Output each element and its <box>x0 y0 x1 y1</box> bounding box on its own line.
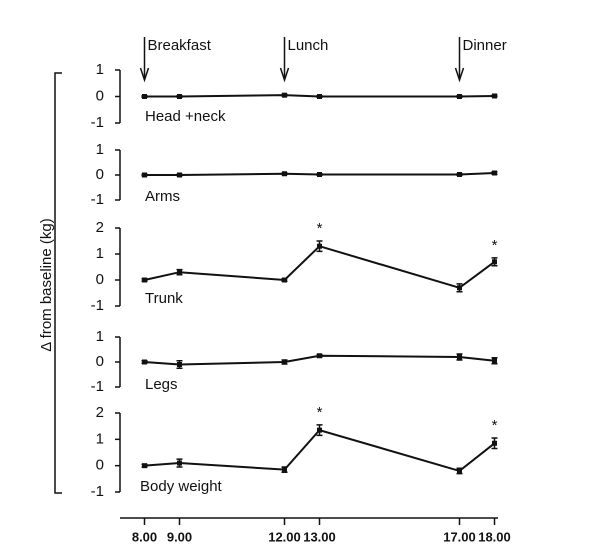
x-tick-label: 13.00 <box>303 529 336 544</box>
y-tick-label: 0 <box>96 457 104 474</box>
y-tick-label: 0 <box>96 166 104 183</box>
point <box>492 358 497 364</box>
event-arrow <box>454 67 465 83</box>
point <box>492 93 497 99</box>
point <box>142 277 147 283</box>
significance-star: * <box>492 417 498 434</box>
y-tick-label: 1 <box>96 141 104 158</box>
y-tick-label: -1 <box>91 378 104 395</box>
y-tick-label: -1 <box>91 191 104 208</box>
series-line <box>144 172 495 176</box>
point <box>282 171 287 177</box>
point <box>282 277 287 283</box>
point <box>457 354 462 360</box>
panel-label: Arms <box>145 188 180 205</box>
series-line <box>144 354 495 366</box>
y-tick-label: 2 <box>96 219 104 236</box>
panel-label: Legs <box>145 376 178 393</box>
point <box>282 467 287 473</box>
event-label: Lunch <box>288 37 329 54</box>
panel-label: Head +neck <box>145 108 226 125</box>
event-label: Dinner <box>463 37 507 54</box>
point <box>457 94 462 99</box>
point <box>282 92 287 98</box>
y-tick-label: 1 <box>96 430 104 447</box>
point <box>317 427 322 433</box>
point <box>317 94 322 99</box>
x-tick-label: 18.00 <box>478 529 511 544</box>
y-tick-label: -1 <box>91 114 104 131</box>
y-tick-label: -1 <box>91 297 104 314</box>
series-line <box>144 94 495 98</box>
y-tick-label: 0 <box>96 353 104 370</box>
panel-label: Trunk <box>145 290 183 307</box>
event-arrow <box>279 67 290 83</box>
point <box>317 353 322 359</box>
y-tick-label: 0 <box>96 87 104 104</box>
x-tick-label: 8.00 <box>132 529 157 544</box>
y-tick-label: 0 <box>96 271 104 288</box>
point <box>492 440 497 446</box>
point <box>177 269 182 275</box>
series-line <box>144 245 496 289</box>
point <box>177 460 182 466</box>
significance-star: * <box>317 220 323 237</box>
x-tick-label: 17.00 <box>443 529 476 544</box>
panel-label: Body weight <box>140 478 223 495</box>
point <box>492 259 497 265</box>
x-tick-label: 12.00 <box>268 529 301 544</box>
y-tick-label: 2 <box>96 404 104 421</box>
event-arrow <box>139 67 150 83</box>
point <box>177 94 182 99</box>
point <box>142 94 147 99</box>
point <box>142 359 147 365</box>
y-axis-label: Δ from baseline (kg) <box>38 218 55 351</box>
y-tick-label: 1 <box>96 61 104 78</box>
x-tick-label: 9.00 <box>167 529 192 544</box>
y-tick-label: 1 <box>96 245 104 262</box>
point <box>457 285 462 291</box>
point <box>177 172 182 178</box>
point <box>142 172 147 178</box>
y-tick-label: -1 <box>91 483 104 500</box>
point <box>457 172 462 177</box>
y-tick-label: 1 <box>96 328 104 345</box>
point <box>317 243 322 249</box>
point <box>142 463 147 469</box>
point <box>492 170 497 176</box>
significance-star: * <box>492 237 498 254</box>
point <box>177 362 182 367</box>
point <box>317 172 322 177</box>
series-line <box>144 428 496 473</box>
point <box>282 359 287 365</box>
significance-star: * <box>317 404 323 421</box>
point <box>457 468 462 474</box>
y-bracket <box>54 72 62 494</box>
event-label: Breakfast <box>148 37 212 54</box>
